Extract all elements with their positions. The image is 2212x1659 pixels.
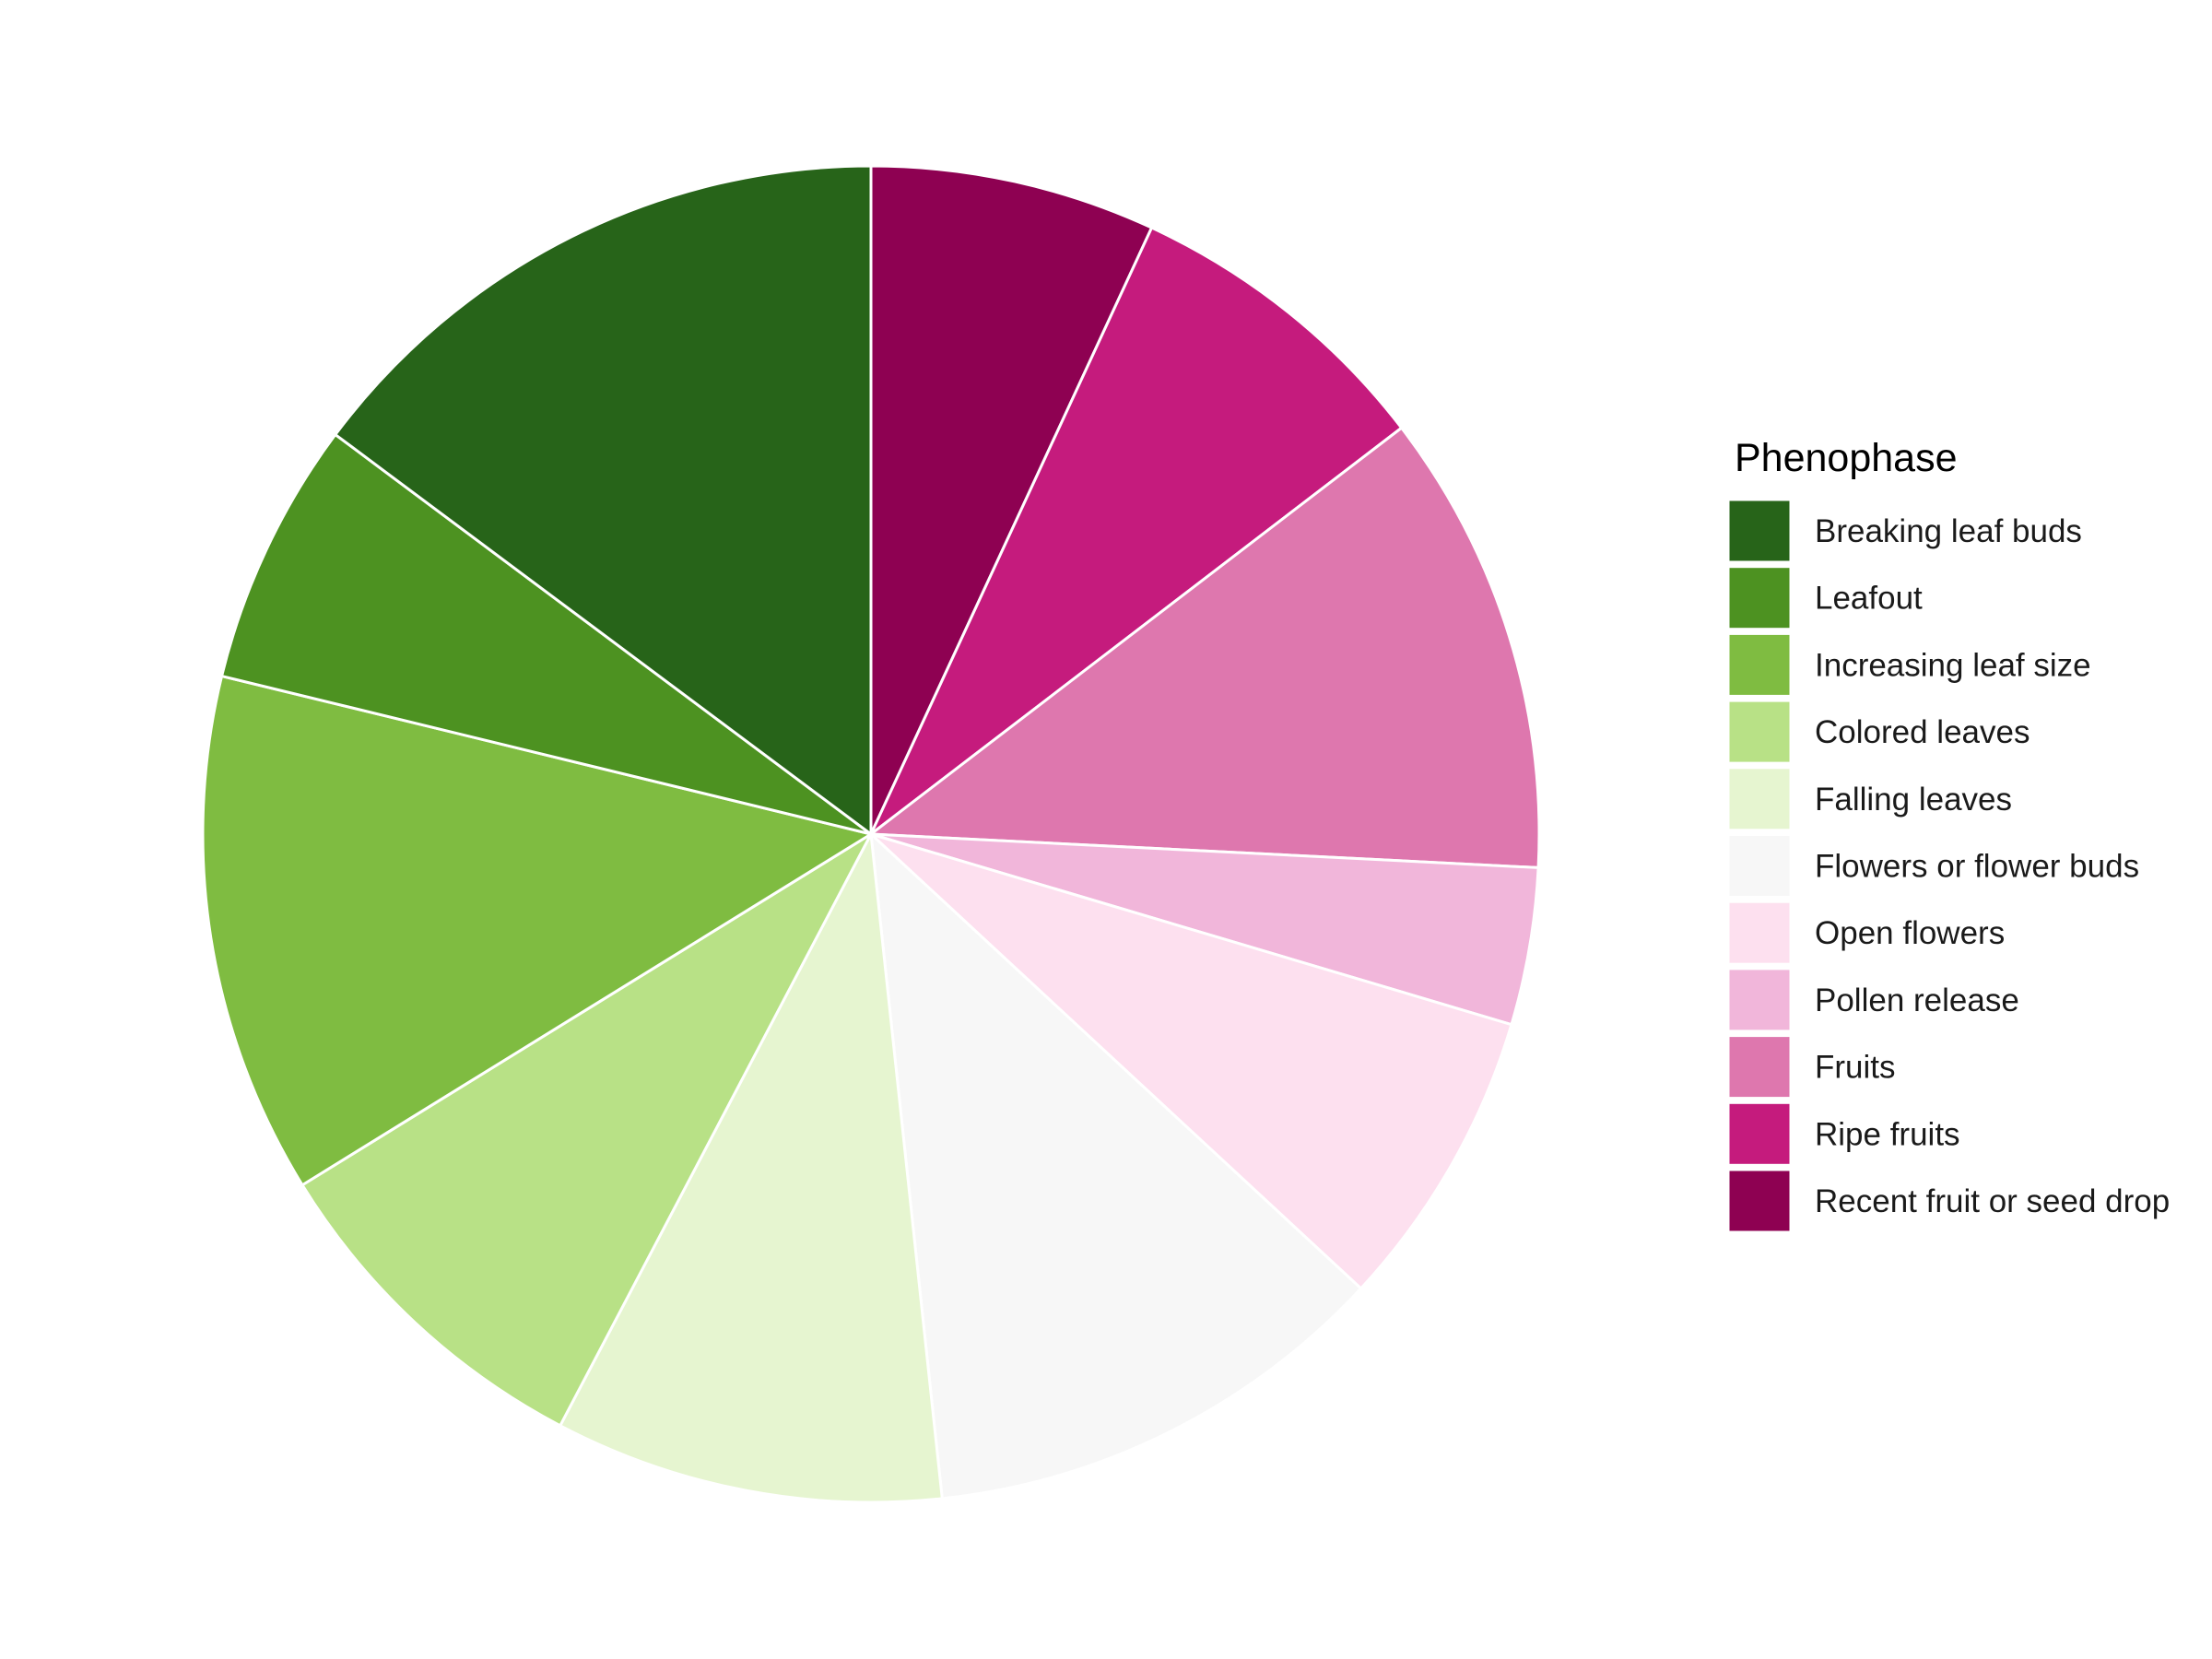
legend: Phenophase Breaking leaf buds Leafout Incr…: [1726, 436, 2170, 1234]
legend-label-increasing-leaf-size: Increasing leaf size: [1815, 647, 2091, 683]
pie-slice-flowers-or-flower-buds: [869, 832, 1363, 1500]
legend-label-flowers-or-flower-buds: Flowers or flower buds: [1815, 849, 2139, 885]
legend-label-open-flowers: Open flowers: [1815, 915, 2005, 951]
pie-slice-breaking-leaf-buds: [334, 164, 873, 836]
legend-title: Phenophase: [1735, 436, 1958, 480]
legend-items: Breaking leaf buds Leafout Increasing leaf…: [1726, 498, 2170, 1234]
legend-key-fruits: [1726, 1034, 1793, 1100]
legend-label-pollen-release: Pollen release: [1815, 982, 2019, 1018]
legend-label-leafout: Leafout: [1815, 581, 1923, 617]
pie-slice-leafout: [220, 433, 873, 836]
legend-key-open-flowers: [1726, 900, 1793, 966]
legend-key-breaking-leaf-buds: [1726, 498, 1793, 564]
pie-slice-ripe-fruits: [869, 226, 1404, 836]
legend-key-pollen-release: [1726, 967, 1793, 1033]
pie-slice-increasing-leaf-size: [201, 675, 873, 1187]
pie-slice-falling-leaves: [559, 832, 944, 1504]
legend-label-colored-leaves: Colored leaves: [1815, 714, 2030, 750]
pie-slice-open-flowers: [869, 832, 1513, 1290]
legend-label-breaking-leaf-buds: Breaking leaf buds: [1815, 513, 2082, 549]
legend-label-fruits: Fruits: [1815, 1050, 1896, 1086]
legend-key-ripe-fruits: [1726, 1100, 1793, 1167]
pie-slice-colored-leaves: [300, 832, 873, 1428]
pie-slice-recent-fruit-or-seed-drop: [869, 164, 1154, 836]
legend-key-leafout: [1726, 565, 1793, 631]
legend-key-flowers-or-flower-buds: [1726, 833, 1793, 899]
legend-label-falling-leaves: Falling leaves: [1815, 782, 2012, 818]
legend-key-increasing-leaf-size: [1726, 631, 1793, 698]
legend-key-falling-leaves: [1726, 766, 1793, 832]
legend-key-colored-leaves: [1726, 699, 1793, 765]
legend-label-ripe-fruits: Ripe fruits: [1815, 1116, 1960, 1152]
legend-label-recent-fruit-or-seed-drop: Recent fruit or seed drop: [1815, 1183, 2170, 1219]
legend-key-recent-fruit-or-seed-drop: [1726, 1168, 1793, 1234]
pie-slices: [201, 164, 1541, 1504]
pie-slice-fruits: [869, 426, 1541, 869]
